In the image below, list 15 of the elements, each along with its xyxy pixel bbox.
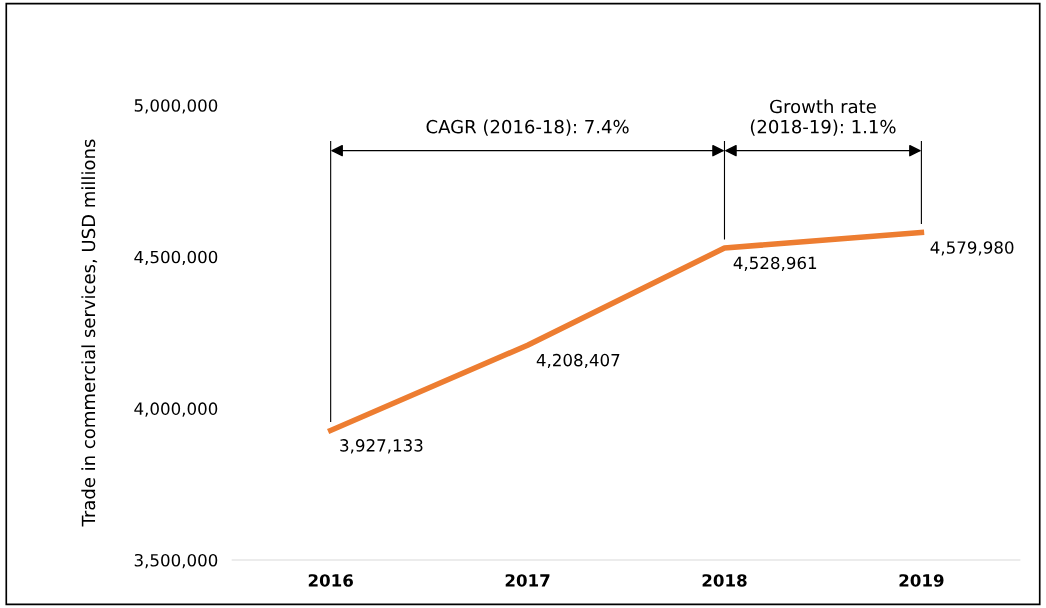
annotation: CAGR (2016-18): 7.4% [426,119,629,136]
x-tick-label: 2019 [899,574,944,587]
annotation: Growth rate (2018-19): 1.1% [750,99,896,136]
y-tick-label: 5,000,000 [134,99,218,114]
data-label: 3,927,133 [340,439,423,454]
y-tick-label: 3,500,000 [134,553,218,569]
x-tick-label: 2017 [505,574,550,587]
y-axis-title: Trade in commercial services, USD millions [81,139,98,527]
x-tick-label: 2018 [702,574,747,587]
data-label: 4,208,407 [536,353,620,369]
y-tick-label: 4,000,000 [134,402,218,417]
x-tick-label: 2016 [308,574,353,587]
data-label: 4,579,980 [930,241,1014,256]
y-tick-label: 4,500,000 [134,250,218,266]
data-label: 4,528,961 [733,256,817,271]
